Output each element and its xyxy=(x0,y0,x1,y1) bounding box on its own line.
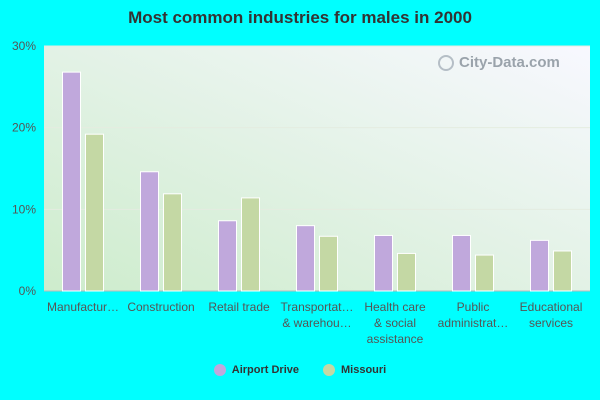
magnifier-icon xyxy=(438,54,454,71)
bar-series-2 xyxy=(163,193,182,292)
bar-series-1 xyxy=(296,225,315,292)
x-tick-label: Transportat… & warehou… xyxy=(281,300,354,330)
bar-series-1 xyxy=(140,171,159,292)
x-tick-label: Health care & social assistance xyxy=(364,300,426,346)
chart-title: Most common industries for males in 2000 xyxy=(128,8,472,27)
x-tick-label: Manufactur… xyxy=(47,300,119,314)
x-tick-label: Educational services xyxy=(520,300,583,330)
y-tick-label: 30% xyxy=(12,39,36,53)
plot-area xyxy=(44,46,590,291)
legend-item-series-2: Missouri xyxy=(323,364,386,376)
y-tick-label: 10% xyxy=(12,202,36,216)
bar-series-1 xyxy=(452,234,471,292)
x-tick-label: Retail trade xyxy=(208,300,270,314)
bar-series-2 xyxy=(241,197,260,292)
bar-series-1 xyxy=(62,71,81,292)
watermark: City-Data.com xyxy=(438,54,560,71)
legend-swatch-series-2 xyxy=(323,364,335,376)
legend: Airport Drive Missouri xyxy=(0,364,600,376)
legend-swatch-series-1 xyxy=(213,364,226,376)
y-tick-label: 0% xyxy=(19,284,37,298)
watermark-text: City-Data.com xyxy=(459,54,560,71)
bar-series-2 xyxy=(85,133,104,292)
bar-series-1 xyxy=(374,234,393,292)
y-tick-label: 20% xyxy=(12,121,36,135)
legend-item-series-1: Airport Drive xyxy=(213,364,299,376)
bar-series-2 xyxy=(319,235,338,292)
x-tick-label: Public administrat… xyxy=(438,300,509,330)
bar-series-1 xyxy=(530,239,549,292)
bar-series-1 xyxy=(218,220,237,292)
legend-label-series-1: Airport Drive xyxy=(231,364,299,376)
bar-series-2 xyxy=(553,250,572,292)
bar-series-2 xyxy=(475,254,494,292)
bar-series-2 xyxy=(397,252,416,292)
legend-label-series-2: Missouri xyxy=(341,364,387,376)
x-tick-label: Construction xyxy=(127,300,194,314)
